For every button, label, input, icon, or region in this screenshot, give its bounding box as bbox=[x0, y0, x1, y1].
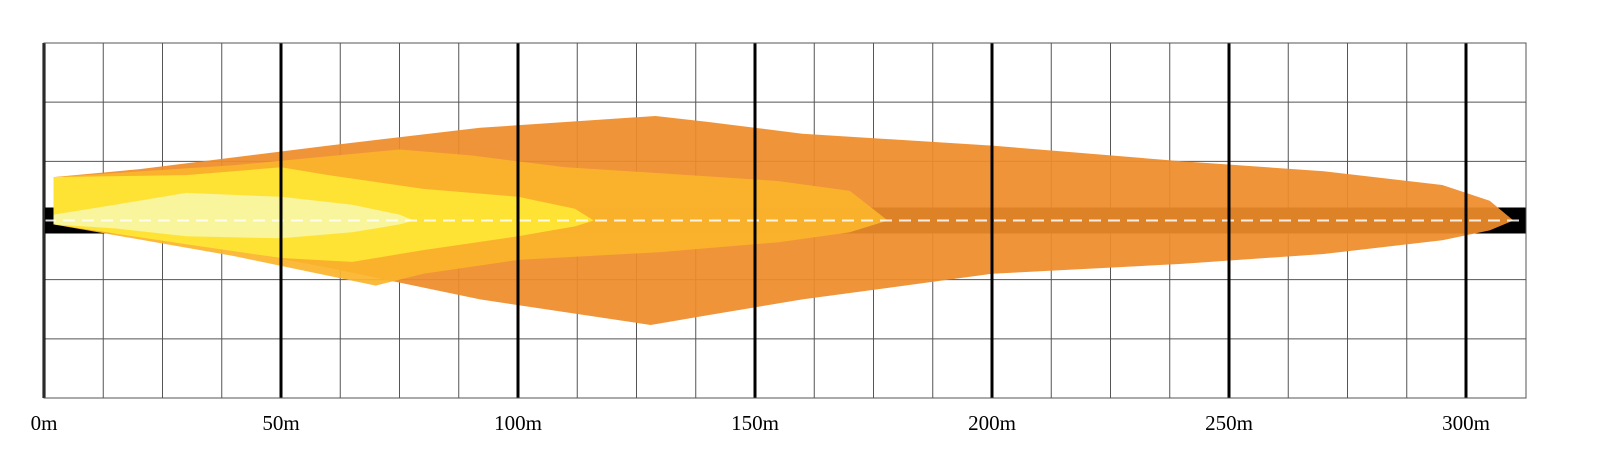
light-zones bbox=[53, 116, 1514, 325]
x-tick-label: 150m bbox=[731, 411, 779, 435]
x-tick-label: 250m bbox=[1205, 411, 1253, 435]
x-tick-labels: 0m 50m 100m 150m 200m 250m 300m bbox=[31, 411, 1490, 435]
x-tick-label: 0m bbox=[31, 411, 58, 435]
x-tick-label: 50m bbox=[262, 411, 299, 435]
x-tick-label: 300m bbox=[1442, 411, 1490, 435]
light-zone-4 bbox=[53, 192, 414, 239]
x-tick-label: 100m bbox=[494, 411, 542, 435]
plot-border bbox=[43, 42, 1527, 399]
x-tick-label: 200m bbox=[968, 411, 1016, 435]
